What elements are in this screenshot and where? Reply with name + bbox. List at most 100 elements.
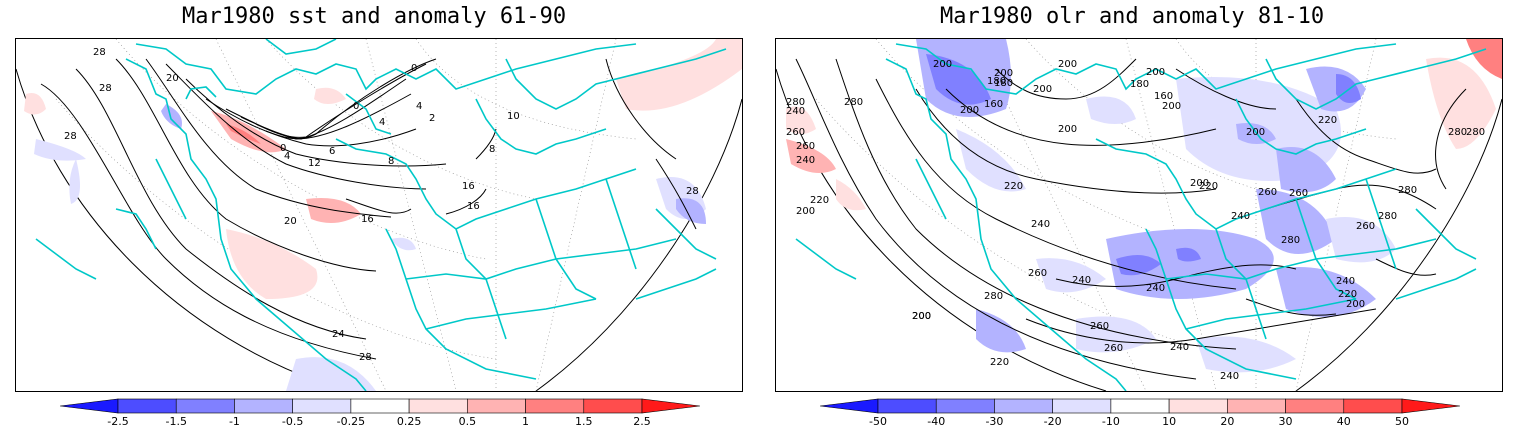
contour-label: 20 <box>284 216 297 227</box>
contour-label: 260 <box>1104 343 1123 354</box>
contour-label: 200 <box>960 105 979 116</box>
colorbar-max-triangle <box>641 398 700 414</box>
contour-label: 200 <box>994 68 1013 79</box>
colorbar-tick-label: -1.5 <box>165 415 187 428</box>
colorbar-bin <box>234 398 293 414</box>
contour-label: 260 <box>796 141 815 152</box>
contour-label: 28 <box>64 131 77 142</box>
projection-edge-right <box>535 98 742 391</box>
contour-label: 280 <box>1398 185 1417 196</box>
right-panel-title: Mar1980 olr and anomaly 81-10 <box>940 4 1325 29</box>
contour-label: 260 <box>1356 221 1375 232</box>
contour-label: 16 <box>361 214 374 225</box>
projection-edge-right <box>1295 98 1502 391</box>
colorbar-tick-label: -1 <box>228 415 240 428</box>
contour-label: 260 <box>1289 188 1308 199</box>
contour-label: 0 <box>411 63 417 74</box>
contour-label: 240 <box>1170 342 1189 353</box>
colorbar-bin <box>408 398 468 414</box>
contour-label: 10 <box>507 111 520 122</box>
contour-label: 200 <box>796 206 815 217</box>
contour-label: 6 <box>329 146 335 157</box>
colorbar-bin <box>1343 398 1403 414</box>
contour-label: 200 <box>1058 124 1077 135</box>
contour-label: 4 <box>284 151 290 162</box>
contour-label: 28 <box>93 47 106 58</box>
colorbar-bin <box>1227 398 1286 414</box>
colorbar-tick-label: 1.5 <box>575 415 593 428</box>
colorbar-tick-label: -10 <box>1101 415 1120 428</box>
contour-label: 240 <box>1146 283 1165 294</box>
contour-label: 220 <box>1338 289 1357 300</box>
left-map-svg: 28 28 20 28 0 4 6 12 8 0 4 0 2 16 8 16 1… <box>16 39 742 391</box>
colorbar-tick-label: 10 <box>1162 415 1177 428</box>
olr-contours <box>795 58 1467 380</box>
left-colorbar-svg <box>60 398 700 414</box>
contour-label: 16 <box>467 201 480 212</box>
contour-label: 240 <box>1072 275 1091 286</box>
contour-label: 200 <box>1058 59 1077 70</box>
colorbar-tick-label: 1 <box>522 415 530 428</box>
contour-label: 220 <box>1004 181 1023 192</box>
contour-label: 280 <box>786 97 805 108</box>
contour-label: 0 <box>280 143 286 154</box>
contour-label: 200 <box>912 311 931 322</box>
colorbar-tick-label: 0.5 <box>458 415 477 428</box>
colorbar-tick-label: -2.5 <box>107 415 129 428</box>
contour-label: 240 <box>786 106 805 117</box>
contour-label: 280 <box>844 97 863 108</box>
colorbar-bin <box>583 398 643 414</box>
colorbar-bin <box>1168 398 1228 414</box>
contour-label: 20 <box>166 73 179 84</box>
colorbar-bin <box>117 398 177 414</box>
right-colorbar-svg <box>820 398 1460 414</box>
contour-label: 220 <box>990 357 1009 368</box>
colorbar-tick-label: -50 <box>869 415 887 428</box>
contour-label: 280 <box>984 291 1003 302</box>
contour-label: 280 <box>1466 127 1485 138</box>
right-map: 200 200 180 160 200 200 280 200 180 240 … <box>775 38 1503 392</box>
colorbar-tick-label: 40 <box>1336 415 1351 428</box>
contour-label: 200 <box>1246 127 1265 138</box>
colorbar-bin <box>1110 398 1170 414</box>
contour-label: 260 <box>1028 268 1047 279</box>
contour-label: 160 <box>1154 91 1173 102</box>
colorbar-tick-label: -0.25 <box>336 415 366 428</box>
contour-label: 260 <box>1090 321 1109 332</box>
contour-label: 240 <box>1031 219 1050 230</box>
colorbar-tick-label: 2.5 <box>633 415 651 428</box>
contour-label: 280 <box>1281 235 1300 246</box>
colorbar-tick-label: -20 <box>1043 415 1062 428</box>
contour-label: 0 <box>353 101 359 112</box>
contour-label: 4 <box>379 117 385 128</box>
contour-label: 200 <box>1162 101 1181 112</box>
colorbar-tick-label: -40 <box>927 415 946 428</box>
contour-label: 220 <box>1199 181 1218 192</box>
right-colorbar: -50 -40 -30 -20 -10 10 20 30 40 50 <box>820 398 1460 430</box>
contour-label: 200 <box>1190 178 1209 189</box>
colorbar-tick-label: -30 <box>985 415 1004 428</box>
contour-label: 28 <box>359 352 372 363</box>
contour-label: 240 <box>796 155 815 166</box>
contour-label: 220 <box>810 195 829 206</box>
contour-label: 2 <box>429 113 435 124</box>
contour-label: 8 <box>489 144 495 155</box>
contour-label: 200 <box>912 311 931 322</box>
colorbar-tick-label: 50 <box>1395 415 1409 428</box>
colorbar-bin <box>877 398 937 414</box>
colorbar-bin <box>467 398 526 414</box>
colorbar-bin <box>935 398 995 414</box>
contour-label: 260 <box>786 127 805 138</box>
contour-label: 240 <box>1231 211 1250 222</box>
contour-label: 240 <box>1220 371 1239 382</box>
colorbar-tick-label: 30 <box>1278 415 1293 428</box>
sst-anomaly-shading <box>24 39 742 391</box>
right-map-svg: 200 200 180 160 200 200 280 200 180 240 … <box>776 39 1502 391</box>
contour-label: 160 <box>984 99 1003 110</box>
contour-label: 8 <box>388 156 394 167</box>
colorbar-bin <box>525 398 585 414</box>
colorbar-bin <box>1052 398 1112 414</box>
contour-label: 280 <box>1448 127 1467 138</box>
olr-contour-labels: 200 200 180 160 200 200 280 200 180 240 … <box>786 59 1485 382</box>
colorbar-bin <box>1285 398 1345 414</box>
